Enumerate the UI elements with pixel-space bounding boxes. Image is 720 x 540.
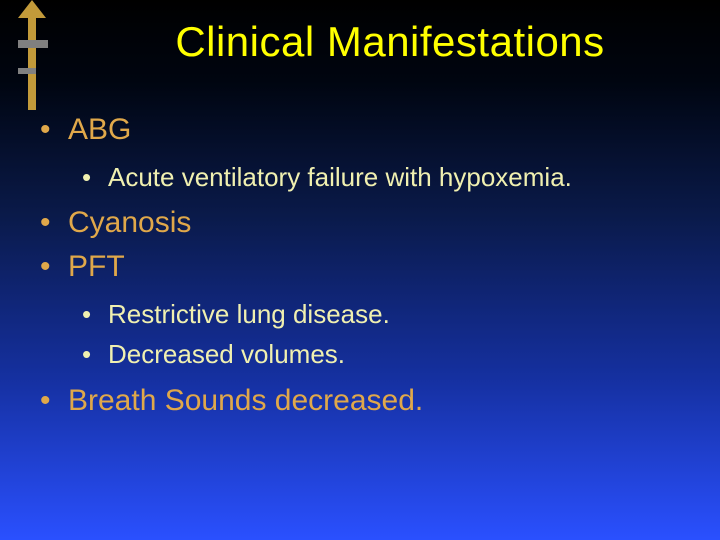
list-item: Breath Sounds decreased. [40,381,690,422]
sub-list: Acute ventilatory failure with hypoxemia… [68,159,690,195]
slide-title: Clinical Manifestations [0,18,720,66]
list-item-text: Breath Sounds decreased. [68,384,423,417]
list-item-text: Cyanosis [68,206,191,239]
list-item-text: ABG [68,113,131,146]
sub-list-item-text: Acute ventilatory failure with hypoxemia… [108,162,572,192]
list-item: ABG Acute ventilatory failure with hypox… [40,110,690,195]
sub-list: Restrictive lung disease. Decreased volu… [68,296,690,373]
slide-content: ABG Acute ventilatory failure with hypox… [40,110,690,425]
sub-list-item-text: Decreased volumes. [108,339,345,369]
list-item-text: PFT [68,250,125,283]
list-item: PFT Restrictive lung disease. Decreased … [40,247,690,372]
sub-list-item-text: Restrictive lung disease. [108,299,390,329]
sub-list-item: Restrictive lung disease. [82,296,690,332]
bullet-list: ABG Acute ventilatory failure with hypox… [40,110,690,421]
slide: Clinical Manifestations ABG Acute ventil… [0,0,720,540]
sub-list-item: Acute ventilatory failure with hypoxemia… [82,159,690,195]
sub-list-item: Decreased volumes. [82,336,690,372]
list-item: Cyanosis [40,203,690,244]
